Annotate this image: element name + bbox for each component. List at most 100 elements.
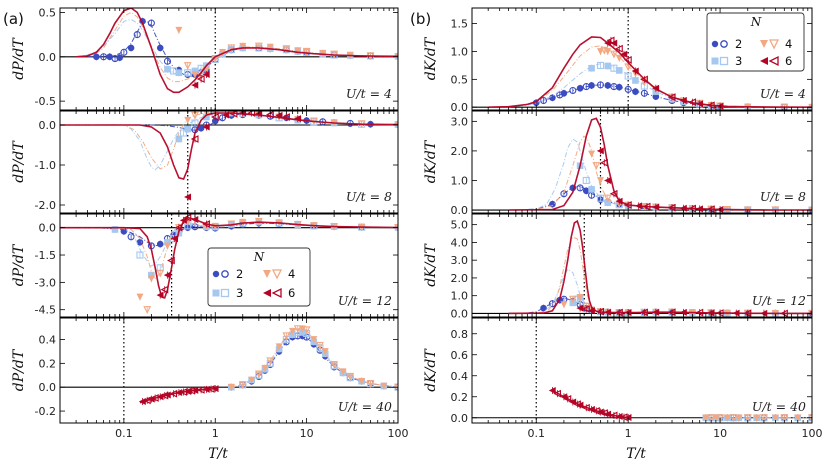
y-tick-label: 0.0	[451, 101, 469, 114]
data-point-N4	[604, 48, 612, 56]
data-point-N6	[610, 39, 618, 47]
data-point-N4	[723, 414, 731, 422]
series-line-N6	[76, 8, 398, 94]
data-point-N6	[634, 202, 642, 210]
y-tick-label: 1.0	[451, 45, 469, 58]
axes-frame	[59, 7, 399, 111]
data-point-N4	[330, 360, 339, 369]
y-tick-label: 0.8	[451, 328, 469, 341]
legend-a-title: N	[253, 250, 265, 264]
series-line-N3	[60, 112, 398, 171]
data-point-N6	[615, 197, 623, 205]
data-point-N6	[667, 308, 676, 317]
series-line-N6	[508, 219, 812, 315]
data-point-N2	[163, 57, 172, 65]
legend-a-marker-2-filled	[212, 270, 220, 278]
data-point-N4	[163, 242, 171, 250]
panel-P12: -4.5 -3.0 -1.5 0.0 dP/dT U/t = 12	[11, 213, 399, 318]
y-tick-label: 0.0	[451, 412, 469, 425]
data-point-N6	[221, 111, 229, 119]
data-point-N4	[358, 377, 366, 385]
legend-b-label-6: 6	[785, 54, 792, 68]
data-point-N2	[133, 31, 141, 39]
data-point-N4	[156, 269, 165, 278]
legend-a-marker-3-filled	[212, 289, 220, 297]
data-point-N4	[143, 306, 152, 314]
data-point-N6	[548, 386, 556, 394]
legend-b-marker-2-open	[720, 40, 728, 48]
data-point-N4	[576, 294, 584, 302]
y-tick-label: 0.4	[39, 333, 57, 346]
panel-P8: -2.0 -1.0 0.0 dP/dT U/t = 8	[11, 110, 399, 214]
data-point-N6	[679, 97, 687, 105]
panel-K40: 0.1 1 10 100 0.0 0.2 0.4 0.6 0.8 dK/dT U/t = 40	[423, 317, 823, 440]
data-point-N2	[560, 89, 568, 97]
data-point-N4	[136, 293, 144, 301]
legend-b-entry-3: 3	[711, 54, 742, 68]
data-point-N4	[302, 47, 311, 56]
data-point-N2	[604, 82, 612, 89]
data-point-N3	[588, 64, 595, 72]
axes-frame	[59, 213, 399, 318]
legend-b-frame	[706, 12, 805, 72]
data-point-N4	[254, 370, 263, 379]
data-point-N6	[679, 308, 687, 316]
data-point-N6	[582, 305, 590, 313]
data-point-N6	[202, 71, 210, 79]
data-point-N3	[588, 186, 595, 193]
x-tick-label: 1	[212, 427, 219, 440]
data-point-N2	[588, 82, 595, 89]
y-tick-label: 0.0	[39, 222, 57, 235]
data-point-N6	[174, 223, 183, 232]
legend-b-marker-3-open	[719, 56, 729, 66]
y-tick-label: 0.0	[451, 307, 469, 320]
data-point-N6	[202, 220, 210, 228]
y-tick-label: 0.5	[451, 73, 469, 86]
data-point-N4	[239, 218, 247, 226]
panel-annotation: U/t = 40	[752, 399, 806, 414]
legend-b-marker-4-open	[768, 39, 780, 50]
data-point-N4	[254, 42, 263, 51]
data-point-N6	[732, 309, 740, 317]
axes-frame	[471, 110, 813, 214]
data-point-N6	[553, 389, 561, 398]
legend-a-marker-6-filled	[263, 289, 271, 297]
y-tick-label: 0.6	[451, 349, 469, 362]
legend-b-marker-2-filled	[711, 40, 719, 48]
x-tick-label: 10	[713, 427, 727, 440]
data-point-N4	[248, 376, 256, 384]
y-axis-label: dP/dT	[11, 37, 27, 80]
legend-b-entry-2: 2	[711, 37, 742, 51]
data-point-N6	[688, 98, 696, 107]
data-point-N6	[652, 84, 660, 92]
data-point-N4	[588, 150, 596, 158]
legend-a-entry-4: 4	[263, 267, 295, 281]
series-line-N2	[87, 20, 398, 77]
panel-K8: 0.0 1.0 2.0 3.0 dK/dT U/t = 8	[423, 110, 813, 217]
data-point-N4	[316, 341, 324, 350]
plot-area-P8	[60, 111, 398, 201]
data-point-N3	[164, 65, 171, 73]
y-axis-label: dK/dT	[423, 139, 439, 183]
legend-b-label-3: 3	[735, 54, 742, 68]
legend-a-label-2: 2	[236, 267, 243, 281]
data-point-N4	[288, 327, 296, 335]
legend-b-marker-4-filled	[760, 40, 768, 48]
data-point-N6	[179, 216, 187, 224]
data-point-N4	[615, 54, 623, 62]
y-axis-label: dK/dT	[423, 348, 439, 392]
legend-b-marker-6-open	[768, 55, 779, 67]
legend-b-entry-6: 6	[760, 54, 792, 68]
y-tick-label: 0.0	[39, 119, 57, 132]
plot-area-K4	[488, 36, 812, 110]
legend-a-marker-3-open	[220, 288, 230, 298]
data-point-N3	[596, 61, 605, 69]
data-point-N4	[266, 357, 275, 366]
y-axis-label: dK/dT	[423, 36, 439, 80]
data-point-N6	[282, 113, 290, 121]
axes-frame	[59, 317, 399, 424]
axes-frame	[471, 213, 813, 318]
y-tick-label: 1.5	[451, 18, 469, 31]
legend-a-label-3: 3	[236, 286, 243, 300]
